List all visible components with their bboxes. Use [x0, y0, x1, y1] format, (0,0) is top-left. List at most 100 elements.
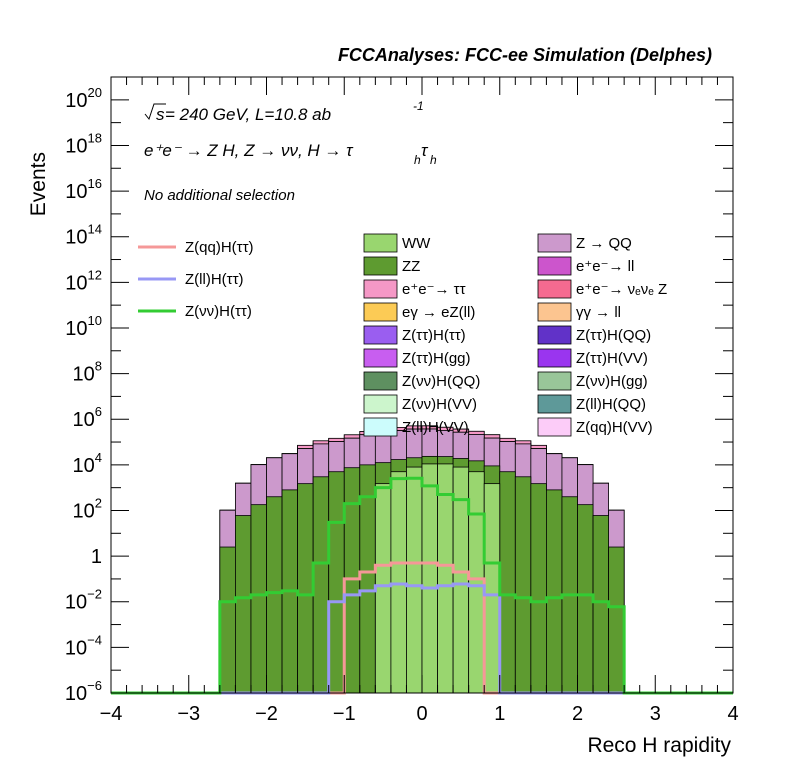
annotation-process: e⁺e⁻ → Z H, Z → νν, H → τ h τ h — [144, 141, 437, 167]
stack-bar — [219, 546, 236, 694]
y-tick-label: 1012 — [65, 267, 102, 294]
y-tick-label: 1020 — [65, 85, 102, 112]
legend-label: e⁺e⁻→ ll — [576, 258, 634, 275]
legend-label: Z(qq)H(VV) — [576, 419, 653, 436]
x-axis: −4 −3 −2 −1 0 1 2 3 4 — [100, 77, 739, 725]
y-tick-label: 1016 — [65, 176, 102, 203]
annotation-process-subscript: h — [414, 153, 421, 167]
legend-label: WW — [402, 235, 431, 252]
legend-swatch — [537, 302, 572, 322]
x-tick-label: 2 — [572, 703, 583, 725]
legend-label: Z(ll)H(VV) — [402, 419, 469, 436]
stack-bar — [328, 471, 345, 694]
y-tick-label: 108 — [73, 359, 102, 386]
annotation-process-tail: τ — [421, 141, 429, 160]
legend-swatch — [537, 417, 572, 437]
legend-label: eγ → eZ(ll) — [402, 304, 475, 321]
legend-label: Z(νν)H(gg) — [576, 373, 648, 390]
stack-bar — [499, 471, 516, 694]
legend-swatch — [537, 371, 572, 391]
y-tick-label: 1014 — [65, 222, 102, 249]
stack-bar — [483, 483, 501, 694]
legend-label: e⁺e⁻→ ττ — [402, 281, 466, 298]
legend-swatch — [363, 233, 398, 253]
legend-swatch — [363, 417, 398, 437]
y-tick-label: 10−6 — [65, 678, 102, 705]
x-tick-label: −4 — [100, 703, 123, 725]
stack-bar — [374, 483, 392, 694]
y-tick-label: 10−2 — [65, 587, 102, 614]
x-tick-label: −3 — [177, 703, 200, 725]
legend-swatch — [363, 348, 398, 368]
y-axis-label: Events — [27, 152, 50, 216]
legend-label: Z → QQ — [576, 235, 632, 252]
legend-swatch — [363, 394, 398, 414]
legend-label: γγ → ll — [576, 304, 621, 321]
x-axis-label: Reco H rapidity — [587, 734, 731, 757]
signal-line — [111, 476, 733, 695]
stack-bar — [406, 466, 423, 694]
annotation-process-text: e⁺e⁻ → Z H, Z → νν, H → τ — [144, 141, 354, 160]
signal-legend: Z(qq)H(ττ) Z(ll)H(ττ) Z(νν)H(ττ) — [138, 239, 254, 320]
stack-bar — [390, 471, 407, 694]
stack-bar — [577, 504, 594, 694]
y-tick-label: 104 — [73, 450, 102, 477]
legend-swatch — [363, 371, 398, 391]
legend-label: Z(ττ)H(VV) — [576, 350, 648, 367]
y-tick-label: 106 — [73, 404, 102, 431]
legend-swatch — [363, 279, 398, 299]
legend-label: ZZ — [402, 258, 420, 275]
stack-bar — [421, 463, 438, 694]
legend-swatch — [537, 279, 572, 299]
x-tick-label: −1 — [333, 703, 356, 725]
stack-bar — [468, 471, 485, 694]
stack-bar — [266, 496, 283, 694]
legend-label: Z(νν)H(QQ) — [402, 373, 480, 390]
legend-swatch — [537, 233, 572, 253]
annotation-sqrt-s: s — [156, 105, 165, 124]
annotation-energy-text: = 240 GeV, L=10.8 ab — [165, 105, 331, 124]
legend-label: Z(ττ)H(ττ) — [402, 327, 466, 344]
y-tick-label: 10−4 — [65, 632, 102, 659]
x-tick-label: −2 — [255, 703, 278, 725]
stack-bar — [592, 515, 609, 694]
legend-label: Z(qq)H(ττ) — [185, 239, 254, 256]
stack-bar — [250, 504, 267, 694]
y-tick-label: 1018 — [65, 130, 102, 157]
y-tick-label: 102 — [73, 495, 102, 522]
legend-label: Z(νν)H(VV) — [402, 396, 477, 413]
chart-title: FCCAnalyses: FCC-ee Simulation (Delphes) — [338, 45, 712, 65]
sqrt-symbol — [144, 103, 166, 121]
legend-label: Z(ll)H(ττ) — [185, 271, 244, 288]
background-legend: WW Z → QQ ZZ e⁺e⁻→ ll e⁺e⁻→ ττ e⁺e⁻→ νₑνₑ Z eγ… — [363, 233, 667, 437]
legend-label: Z(ττ)H(QQ) — [576, 327, 651, 344]
annotation-selection: No additional selection — [144, 187, 295, 204]
y-tick-label: 1 — [91, 546, 102, 568]
stack-layer — [219, 425, 625, 694]
legend-swatch — [363, 302, 398, 322]
annotation-lumi-exponent: -1 — [413, 99, 424, 113]
annotation-process-subscript-2: h — [430, 153, 437, 167]
legend-swatch — [537, 394, 572, 414]
legend-label: Z(ττ)H(gg) — [402, 350, 471, 367]
x-tick-label: 4 — [727, 703, 738, 725]
annotation-energy: s = 240 GeV, L=10.8 ab -1 — [144, 99, 424, 124]
stack-bar — [437, 463, 454, 694]
stack-bar — [234, 515, 252, 694]
x-tick-label: 1 — [494, 703, 505, 725]
legend-swatch — [537, 256, 572, 276]
stack-bar — [530, 483, 547, 694]
legend-swatch — [363, 325, 398, 345]
stack-bar — [297, 483, 314, 694]
stack-bar — [608, 546, 625, 694]
stack-bar — [312, 476, 330, 694]
legend-label: Z(ll)H(QQ) — [576, 396, 646, 413]
stack-bar — [514, 476, 532, 694]
stack-bar — [359, 464, 376, 694]
legend-swatch — [537, 325, 572, 345]
legend-label: e⁺e⁻→ νₑνₑ Z — [576, 281, 667, 298]
legend-label: Z(νν)H(ττ) — [185, 303, 252, 320]
legend-swatch — [537, 348, 572, 368]
legend-swatch — [363, 256, 398, 276]
